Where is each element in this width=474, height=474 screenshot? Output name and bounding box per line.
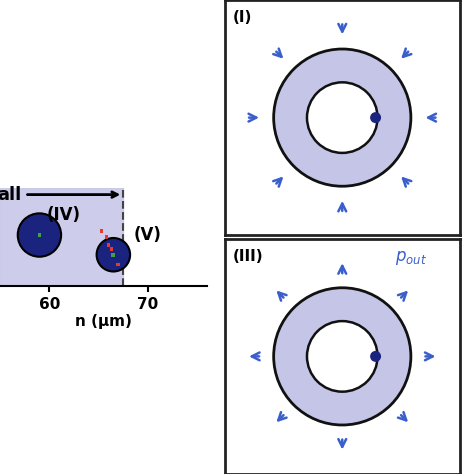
Text: $p_{out}$: $p_{out}$ [395, 248, 427, 266]
Circle shape [18, 213, 61, 257]
Bar [117, 263, 120, 266]
Circle shape [370, 351, 381, 362]
Bar [109, 247, 113, 251]
Text: (I): (I) [232, 10, 252, 25]
Circle shape [307, 321, 378, 392]
Bar [107, 243, 110, 247]
Text: (V): (V) [134, 226, 162, 244]
Bar [105, 235, 109, 239]
Bar [37, 233, 41, 237]
X-axis label: n (μm): n (μm) [75, 314, 132, 329]
Text: (III): (III) [232, 248, 263, 264]
Circle shape [273, 49, 411, 186]
Circle shape [273, 288, 411, 425]
Text: (IV): (IV) [47, 206, 81, 224]
Circle shape [370, 112, 381, 123]
Bar [100, 229, 103, 233]
Circle shape [97, 238, 130, 272]
Bar [111, 253, 115, 256]
Text: all: all [0, 186, 22, 204]
Circle shape [307, 82, 378, 153]
Bar [0, 188, 123, 286]
